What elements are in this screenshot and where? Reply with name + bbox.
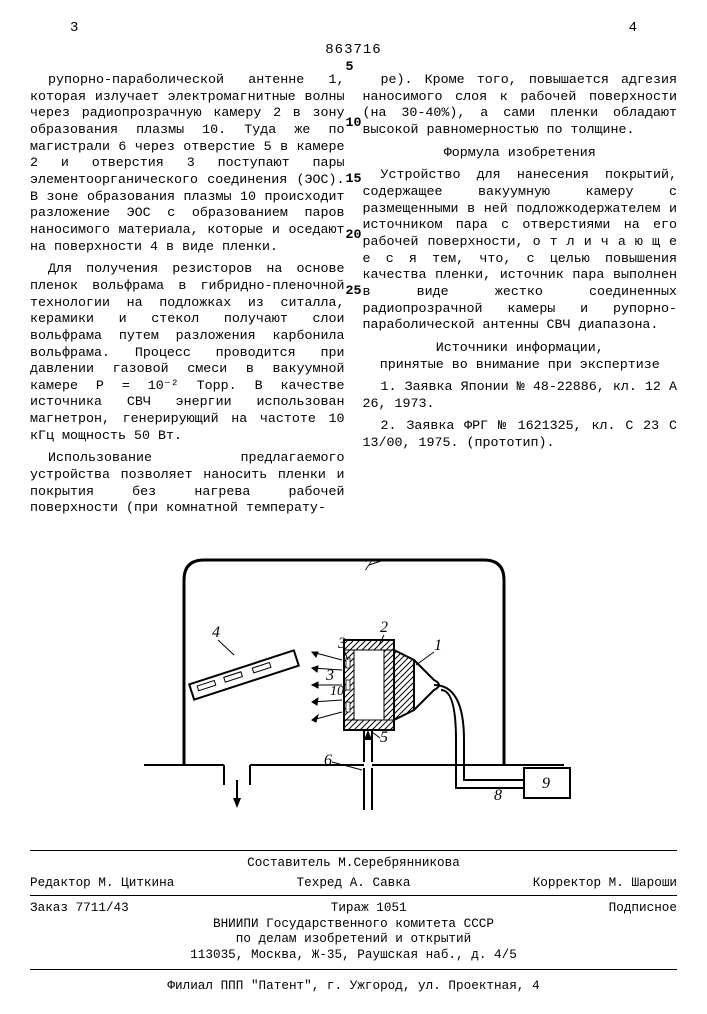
body-paragraph: Использование предлагаемого устройства п…: [30, 451, 345, 518]
corrector: Корректор М. Шароши: [461, 875, 677, 891]
fig-label-1: 1: [434, 637, 442, 654]
publisher-line1: ВНИИПИ Государственного комитета СССР: [30, 916, 677, 932]
right-column: ре). Кроме того, повышается адгезия нано…: [363, 73, 678, 524]
publisher-line2: по делам изобретений и открытий: [30, 931, 677, 947]
footer-block: Составитель М.Серебрянникова Редактор М.…: [30, 850, 677, 994]
fig-label-2: 2: [380, 619, 388, 636]
branch-info: Филиал ППП "Патент", г. Ужгород, ул. Про…: [30, 978, 677, 994]
page-num-right: 4: [629, 20, 637, 38]
fig-label-8: 8: [494, 787, 502, 804]
fig-label-3: 3: [337, 635, 346, 652]
body-paragraph: ре). Кроме того, повышается адгезия нано…: [363, 73, 678, 140]
sources-title: Источники информации, принятые во вниман…: [363, 341, 678, 374]
fig-label-4: 4: [212, 624, 220, 641]
fig-label-9: 9: [542, 775, 550, 792]
techred: Техред А. Савка: [246, 875, 462, 891]
page-num-left: 3: [70, 20, 78, 38]
fig-label-6: 6: [324, 752, 332, 769]
left-column: рупорно-параболической антенне 1, котора…: [30, 73, 345, 524]
formula-title: Формула изобретения: [363, 146, 678, 163]
fig-label-5: 5: [380, 729, 388, 746]
compiler: Составитель М.Серебрянникова: [30, 851, 677, 871]
reference-item: 2. Заявка ФРГ № 1621325, кл. С 23 С 13/0…: [363, 419, 678, 452]
print-run: Тираж 1051: [331, 900, 407, 916]
body-paragraph: рупорно-параболической антенне 1, котора…: [30, 73, 345, 256]
claim-paragraph: Устройство для нанесения покрытий, содер…: [363, 168, 678, 335]
subscription: Подписное: [609, 900, 677, 916]
editor: Редактор М. Циткина: [30, 875, 246, 891]
fig-label-3b: 3: [325, 667, 334, 684]
patent-figure: 7 4: [94, 540, 614, 830]
reference-item: 1. Заявка Японии № 48-22886, кл. 12 А 26…: [363, 380, 678, 413]
fig-label-10: 10: [330, 684, 344, 699]
publisher-line3: 113035, Москва, Ж-35, Раушская наб., д. …: [30, 947, 677, 963]
line-number-markers: 5 10 15 20 25: [346, 60, 362, 340]
fig-label-7: 7: [364, 557, 373, 574]
body-paragraph: Для получения резисторов на основе плено…: [30, 262, 345, 445]
order-number: Заказ 7711/43: [30, 900, 129, 916]
document-number: 863716: [30, 42, 677, 60]
